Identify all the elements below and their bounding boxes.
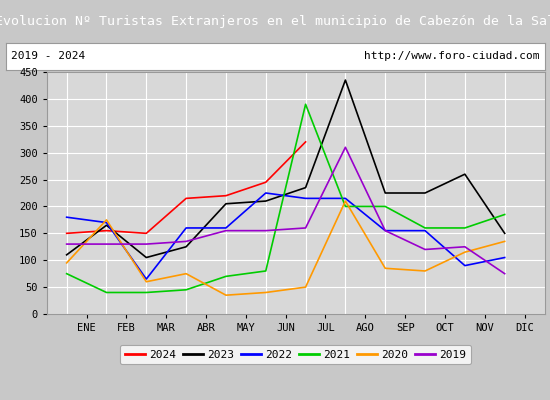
Text: 2019 - 2024: 2019 - 2024 [11,51,85,61]
Legend: 2024, 2023, 2022, 2021, 2020, 2019: 2024, 2023, 2022, 2021, 2020, 2019 [120,345,471,364]
Text: Evolucion Nº Turistas Extranjeros en el municipio de Cabezón de la Sal: Evolucion Nº Turistas Extranjeros en el … [0,14,550,28]
Text: http://www.foro-ciudad.com: http://www.foro-ciudad.com [364,51,539,61]
